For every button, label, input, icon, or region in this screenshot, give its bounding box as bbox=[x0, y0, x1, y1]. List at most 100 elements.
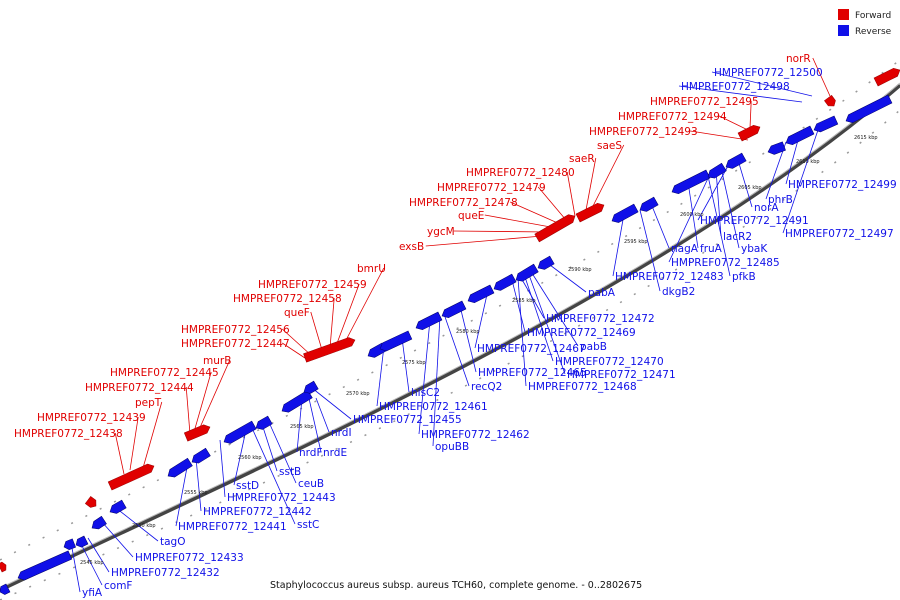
forward-label-hmpref0772-12445[interactable]: HMPREF0772_12445 bbox=[110, 367, 219, 379]
reverse-label-ybak[interactable]: ybaK bbox=[741, 243, 768, 255]
reverse-label-hmpref0772-12441[interactable]: HMPREF0772_12441 bbox=[178, 521, 287, 533]
reverse-gene-arrow[interactable] bbox=[536, 255, 555, 272]
reverse-label-hmpref0772-12470[interactable]: HMPREF0772_12470 bbox=[555, 356, 664, 368]
forward-label-hmpref0772-12478[interactable]: HMPREF0772_12478 bbox=[409, 197, 518, 209]
reverse-gene-arrow[interactable] bbox=[766, 141, 786, 156]
reverse-label-hmpref0772-12455[interactable]: HMPREF0772_12455 bbox=[353, 414, 462, 426]
reverse-gene-arrow[interactable] bbox=[378, 330, 413, 353]
reverse-label-hmpref0772-12497[interactable]: HMPREF0772_12497 bbox=[785, 228, 894, 240]
reverse-gene-arrow[interactable] bbox=[16, 550, 73, 582]
forward-label-hmpref0772-12456[interactable]: HMPREF0772_12456 bbox=[181, 324, 290, 336]
forward-gene-arrow[interactable] bbox=[534, 212, 578, 243]
reverse-label-pabb[interactable]: pabB bbox=[580, 341, 607, 353]
reverse-gene-arrow[interactable] bbox=[302, 380, 319, 396]
reverse-gene-arrow[interactable] bbox=[638, 196, 659, 214]
reverse-label-hisc2[interactable]: hisC2 bbox=[411, 387, 440, 399]
reverse-label-hmpref0772-12433[interactable]: HMPREF0772_12433 bbox=[135, 552, 244, 564]
reverse-gene-arrow[interactable] bbox=[466, 284, 495, 305]
reverse-label-hmpref0772-12432[interactable]: HMPREF0772_12432 bbox=[111, 567, 220, 579]
forward-label-hmpref0772-12494[interactable]: HMPREF0772_12494 bbox=[618, 111, 727, 123]
forward-label-quef[interactable]: queF bbox=[284, 307, 310, 319]
reverse-gene-arrow[interactable] bbox=[812, 115, 839, 134]
reverse-label-paba[interactable]: pabA bbox=[588, 287, 616, 299]
reverse-label-hmpref0772-12491[interactable]: HMPREF0772_12491 bbox=[700, 215, 809, 227]
reverse-gene-arrow[interactable] bbox=[108, 499, 127, 516]
reverse-label-hmpref0772-12462[interactable]: HMPREF0772_12462 bbox=[421, 429, 530, 441]
forward-gene-arrow[interactable] bbox=[0, 561, 8, 573]
reverse-gene-arrow[interactable] bbox=[414, 311, 443, 332]
forward-label-ygcm[interactable]: ygcM bbox=[427, 226, 455, 238]
reverse-gene-arrow[interactable] bbox=[280, 389, 313, 415]
reverse-label-sstb[interactable]: sstB bbox=[279, 466, 301, 478]
reverse-label-hmpref0772-12485[interactable]: HMPREF0772_12485 bbox=[671, 257, 780, 269]
forward-label-pept[interactable]: pepT bbox=[135, 397, 162, 409]
reverse-gene-arrow[interactable] bbox=[90, 515, 107, 531]
reverse-gene-arrow[interactable] bbox=[784, 125, 815, 147]
reverse-gene-arrow[interactable] bbox=[0, 583, 11, 596]
reverse-gene-arrow[interactable] bbox=[254, 415, 273, 432]
reverse-gene-arrow[interactable] bbox=[514, 263, 539, 284]
reverse-label-phrb[interactable]: phrB bbox=[768, 194, 793, 206]
forward-label-hmpref0772-12444[interactable]: HMPREF0772_12444 bbox=[85, 382, 194, 394]
forward-label-hmpref0772-12493[interactable]: HMPREF0772_12493 bbox=[589, 126, 698, 138]
reverse-label-dkgb2[interactable]: dkgB2 bbox=[662, 286, 695, 298]
reverse-gene-arrow[interactable] bbox=[166, 457, 193, 480]
forward-label-hmpref0772-12480[interactable]: HMPREF0772_12480 bbox=[466, 167, 575, 179]
forward-label-hmpref0772-12459[interactable]: HMPREF0772_12459 bbox=[258, 279, 367, 291]
reverse-gene-arrow[interactable] bbox=[440, 300, 467, 320]
reverse-label-tago[interactable]: tagO bbox=[160, 536, 185, 548]
forward-label-saes[interactable]: saeS bbox=[597, 140, 622, 152]
forward-label-hmpref0772-12479[interactable]: HMPREF0772_12479 bbox=[437, 182, 546, 194]
reverse-label-hmpref0772-12471[interactable]: HMPREF0772_12471 bbox=[567, 369, 676, 381]
reverse-label-hmpref0772-12483[interactable]: HMPREF0772_12483 bbox=[615, 271, 724, 283]
forward-label-norr[interactable]: norR bbox=[786, 53, 811, 65]
reverse-label-recq2[interactable]: recQ2 bbox=[471, 381, 502, 393]
reverse-label-yfia[interactable]: yfiA bbox=[82, 587, 103, 599]
reverse-label-hmpref0772-12469[interactable]: HMPREF0772_12469 bbox=[527, 327, 636, 339]
reverse-label-nrdf[interactable]: nrdF bbox=[299, 447, 323, 459]
reverse-gene-arrow[interactable] bbox=[62, 538, 76, 551]
reverse-label-naga[interactable]: nagA bbox=[671, 243, 699, 255]
reverse-label-hmpref0772-12442[interactable]: HMPREF0772_12442 bbox=[203, 506, 312, 518]
reverse-label-frua[interactable]: fruA bbox=[700, 243, 723, 255]
reverse-label-hmpref0772-12472[interactable]: HMPREF0772_12472 bbox=[546, 313, 655, 325]
reverse-label-comf[interactable]: comF bbox=[104, 580, 132, 592]
reverse-label-opubb[interactable]: opuBB bbox=[435, 441, 469, 453]
reverse-gene-arrow[interactable] bbox=[610, 203, 639, 225]
reverse-label-ceub[interactable]: ceuB bbox=[298, 478, 324, 490]
forward-label-hmpref0772-12447[interactable]: HMPREF0772_12447 bbox=[181, 338, 290, 350]
forward-gene-arrow[interactable] bbox=[737, 123, 762, 142]
forward-label-quee[interactable]: queE bbox=[458, 210, 484, 222]
reverse-gene-arrow[interactable] bbox=[492, 273, 517, 293]
forward-gene-arrow[interactable] bbox=[873, 66, 900, 87]
reverse-label-hmpref0772-12500[interactable]: HMPREF0772_12500 bbox=[714, 67, 823, 79]
forward-label-saer[interactable]: saeR bbox=[569, 153, 595, 165]
forward-label-hmpref0772-12439[interactable]: HMPREF0772_12439 bbox=[37, 412, 146, 424]
forward-gene-arrow[interactable] bbox=[183, 423, 211, 442]
reverse-label-hmpref0772-12498[interactable]: HMPREF0772_12498 bbox=[681, 81, 790, 93]
reverse-gene-arrow[interactable] bbox=[190, 447, 211, 466]
reverse-label-hmpref0772-12443[interactable]: HMPREF0772_12443 bbox=[227, 492, 336, 504]
forward-label-exsb[interactable]: exsB bbox=[399, 241, 424, 253]
forward-label-hmpref0772-12438[interactable]: HMPREF0772_12438 bbox=[14, 428, 123, 440]
reverse-label-hmpref0772-12499[interactable]: HMPREF0772_12499 bbox=[788, 179, 897, 191]
forward-gene-arrow[interactable] bbox=[84, 496, 98, 509]
reverse-gene-arrow[interactable] bbox=[222, 420, 257, 446]
reverse-gene-arrow[interactable] bbox=[74, 535, 89, 549]
reverse-label-hmpref0772-12465[interactable]: HMPREF0772_12465 bbox=[478, 367, 587, 379]
reverse-label-hmpref0772-12461[interactable]: HMPREF0772_12461 bbox=[379, 401, 488, 413]
reverse-gene-arrow[interactable] bbox=[724, 152, 747, 171]
reverse-gene-arrow[interactable] bbox=[670, 169, 711, 196]
reverse-label-lacr2[interactable]: lacR2 bbox=[723, 231, 752, 243]
reverse-label-nrde[interactable]: nrdE bbox=[323, 447, 347, 459]
forward-gene-arrow[interactable] bbox=[107, 462, 156, 491]
forward-gene-arrow[interactable] bbox=[824, 94, 837, 108]
forward-label-murb[interactable]: murB bbox=[203, 355, 231, 367]
reverse-label-sstd[interactable]: sstD bbox=[236, 480, 259, 492]
reverse-label-sstc[interactable]: sstC bbox=[297, 519, 319, 531]
forward-label-hmpref0772-12458[interactable]: HMPREF0772_12458 bbox=[233, 293, 342, 305]
reverse-gene-arrow[interactable] bbox=[844, 94, 893, 125]
reverse-label-nora[interactable]: norA bbox=[754, 202, 779, 214]
forward-label-bmru[interactable]: bmrU bbox=[357, 263, 386, 275]
forward-gene-arrow[interactable] bbox=[303, 336, 356, 363]
